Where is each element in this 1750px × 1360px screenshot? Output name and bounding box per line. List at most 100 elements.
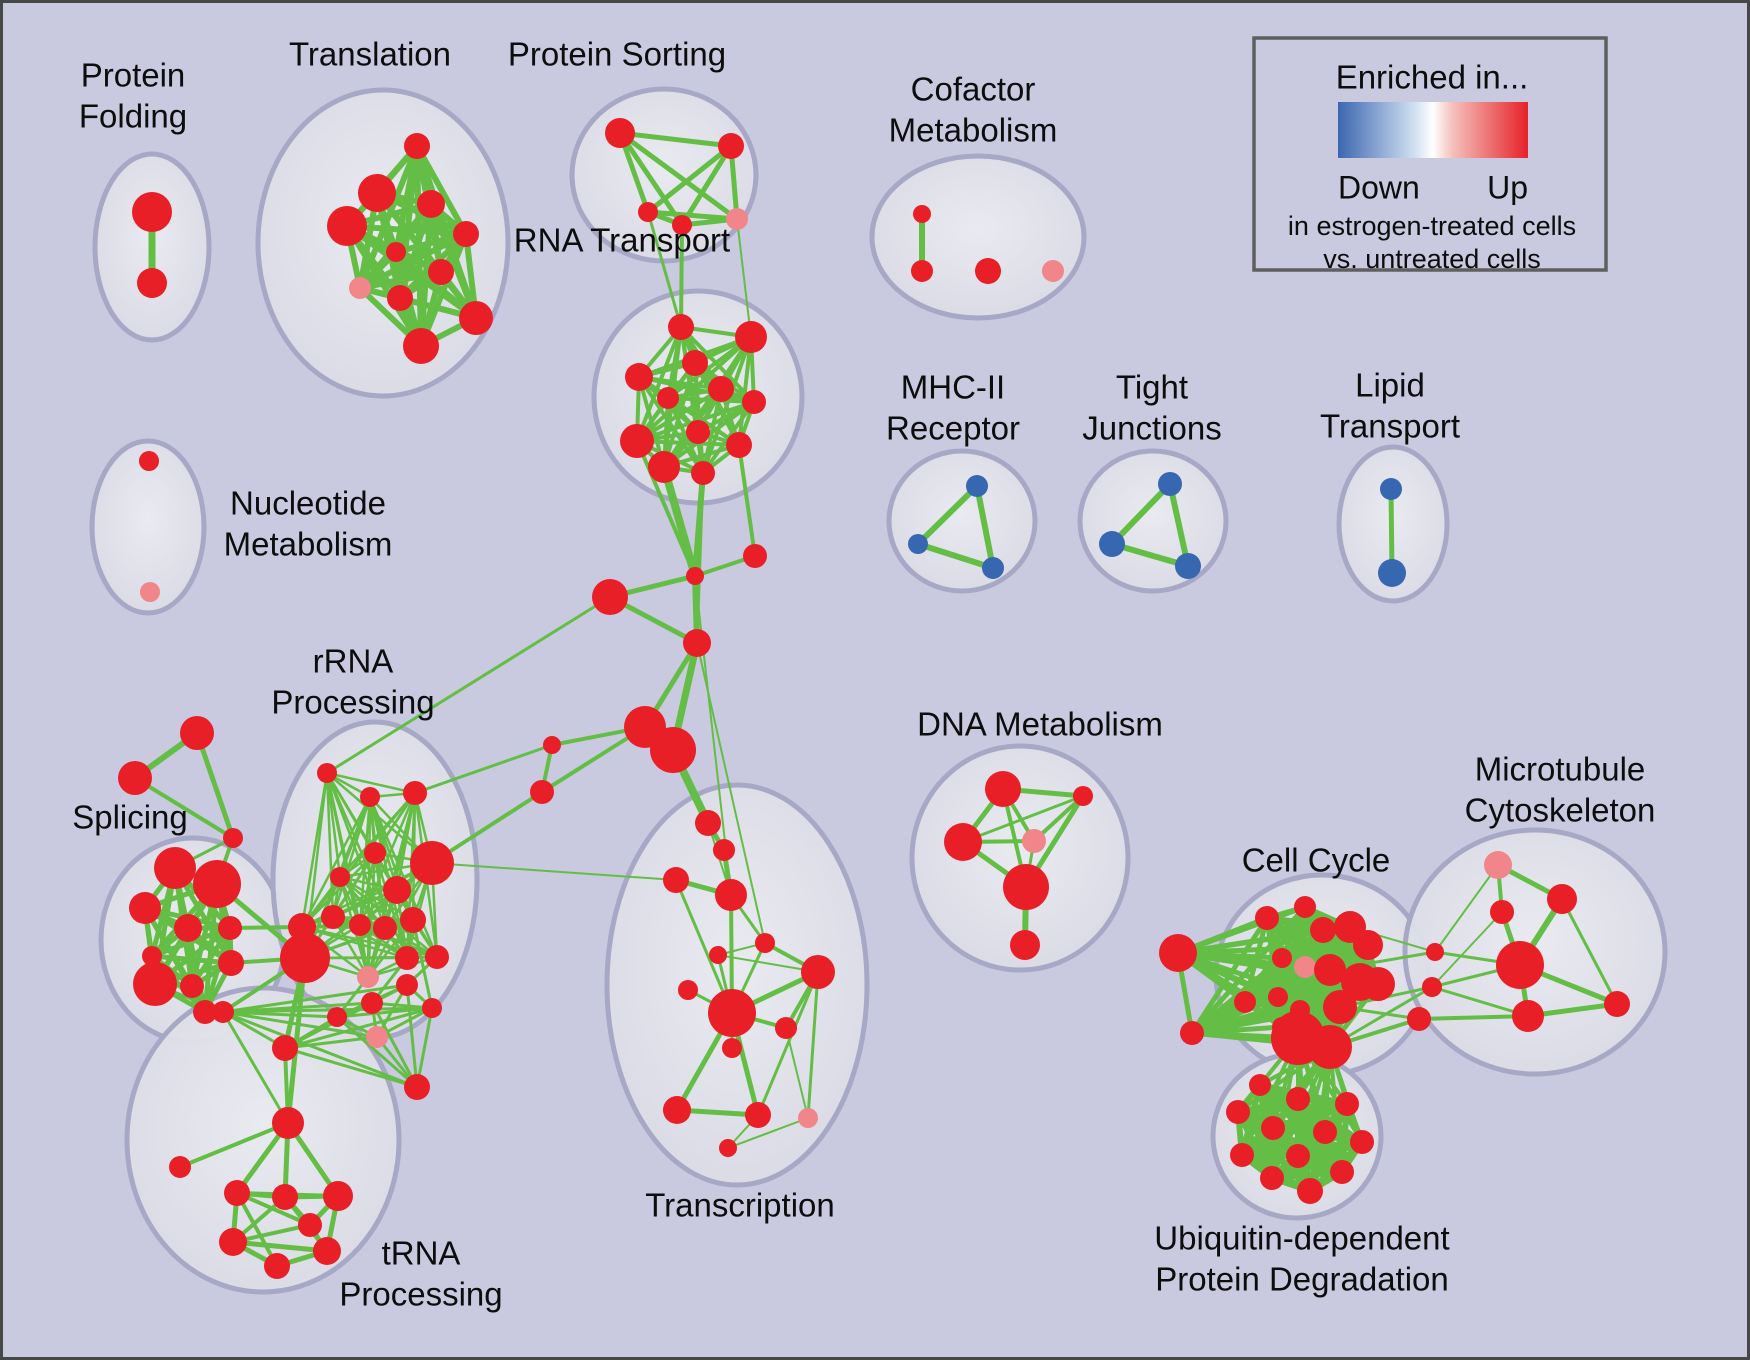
edge bbox=[300, 795, 372, 929]
edge bbox=[411, 918, 434, 1010]
gene-set-node bbox=[404, 1074, 430, 1100]
cluster-label-tight: Tight bbox=[1116, 369, 1188, 406]
gene-set-node bbox=[944, 823, 982, 861]
edge bbox=[1167, 481, 1191, 569]
cluster-label-pf: Protein bbox=[81, 57, 186, 94]
edge bbox=[915, 483, 980, 547]
edge bbox=[1242, 915, 1270, 1005]
gene-set-node bbox=[1426, 943, 1444, 961]
edge bbox=[974, 483, 996, 571]
gene-set-node bbox=[272, 1035, 298, 1061]
gene-set-node bbox=[218, 950, 244, 976]
gene-set-node bbox=[1073, 786, 1093, 806]
edge bbox=[431, 862, 677, 881]
gene-set-node bbox=[1234, 991, 1256, 1013]
gene-set-node bbox=[1313, 1120, 1337, 1144]
gene-set-node bbox=[395, 946, 419, 970]
gene-set-node bbox=[648, 451, 680, 483]
gene-set-node bbox=[1604, 991, 1630, 1017]
edge bbox=[727, 1117, 809, 1149]
gene-set-node bbox=[129, 892, 161, 924]
edge bbox=[300, 791, 417, 929]
gene-set-node bbox=[218, 916, 242, 940]
edge bbox=[674, 878, 734, 1015]
gene-set-node bbox=[985, 771, 1021, 807]
gene-set-node bbox=[530, 780, 554, 804]
gene-set-node bbox=[1361, 967, 1395, 1001]
gene-set-node bbox=[361, 992, 383, 1014]
cluster-label-ps: Protein Sorting bbox=[508, 36, 726, 73]
gene-set-node bbox=[142, 946, 162, 966]
cluster-label-dm: DNA Metabolism bbox=[917, 706, 1163, 743]
edge bbox=[679, 325, 756, 404]
gene-set-node bbox=[695, 810, 721, 836]
gene-set-node bbox=[1310, 917, 1336, 943]
edge bbox=[695, 471, 705, 645]
cluster-label-cf: Cofactor bbox=[911, 71, 1036, 108]
gene-set-node bbox=[327, 1007, 347, 1027]
edge bbox=[358, 923, 439, 959]
gene-set-node bbox=[1350, 1130, 1374, 1154]
gene-set-node bbox=[605, 118, 635, 148]
cluster-label-rr: rRNA bbox=[313, 643, 394, 680]
edge bbox=[1109, 541, 1191, 569]
gene-set-node bbox=[1010, 930, 1040, 960]
gene-set-node bbox=[742, 390, 766, 414]
legend-down-label: Down bbox=[1338, 169, 1420, 205]
edge bbox=[285, 955, 308, 1126]
edge bbox=[645, 143, 734, 215]
gene-set-node bbox=[638, 202, 658, 222]
gene-set-node bbox=[330, 867, 350, 887]
edge bbox=[1417, 1014, 1530, 1021]
gene-set-node bbox=[358, 174, 396, 212]
gene-set-node bbox=[911, 260, 933, 282]
gene-set-node bbox=[180, 716, 214, 750]
cluster-label-sp: Splicing bbox=[72, 799, 188, 836]
cluster-label-cc: Cell Cycle bbox=[1242, 842, 1391, 879]
gene-set-node bbox=[364, 842, 386, 864]
gene-set-node bbox=[1380, 478, 1402, 500]
gene-set-node bbox=[1230, 1143, 1254, 1167]
gene-set-node bbox=[683, 629, 711, 657]
gene-set-node bbox=[1378, 559, 1406, 587]
gene-set-node bbox=[1330, 1160, 1354, 1184]
gene-set-node bbox=[1314, 954, 1346, 986]
gene-set-node bbox=[386, 242, 406, 262]
edge bbox=[617, 130, 740, 222]
gene-set-node bbox=[422, 998, 442, 1018]
gene-set-node bbox=[298, 1213, 322, 1237]
edge bbox=[235, 1191, 279, 1268]
edge bbox=[221, 1010, 290, 1125]
gene-set-node bbox=[682, 350, 708, 376]
gene-set-node bbox=[1294, 896, 1316, 918]
edge bbox=[736, 218, 752, 338]
gene-set-node bbox=[713, 839, 735, 861]
cluster-label-tight: Junctions bbox=[1082, 410, 1221, 447]
gene-set-node bbox=[410, 841, 454, 885]
gene-set-node bbox=[219, 1228, 247, 1256]
cluster-label-tn: Processing bbox=[339, 1276, 502, 1313]
cluster-label-tr: Translation bbox=[289, 36, 451, 73]
gene-set-node bbox=[400, 907, 426, 933]
gene-set-node bbox=[735, 321, 767, 353]
edge bbox=[194, 730, 236, 841]
cluster-label-cf: Metabolism bbox=[889, 112, 1058, 149]
edge bbox=[646, 210, 683, 329]
gene-set-node bbox=[745, 1102, 771, 1128]
gene-set-node bbox=[657, 387, 679, 409]
edge bbox=[645, 209, 740, 222]
cluster-label-pf: Folding bbox=[79, 98, 187, 135]
gene-set-node bbox=[1308, 1025, 1352, 1069]
edge bbox=[660, 463, 699, 580]
gene-set-node bbox=[133, 962, 177, 1006]
gene-set-node bbox=[726, 432, 752, 458]
edge bbox=[756, 970, 820, 1117]
edge bbox=[617, 130, 685, 228]
gene-set-node bbox=[403, 781, 427, 805]
edge bbox=[1189, 915, 1270, 1036]
gene-set-node bbox=[313, 1237, 341, 1265]
gene-set-node bbox=[323, 1181, 353, 1211]
edge bbox=[1434, 864, 1499, 953]
gene-set-node bbox=[349, 914, 371, 936]
gene-set-node bbox=[264, 1253, 290, 1279]
